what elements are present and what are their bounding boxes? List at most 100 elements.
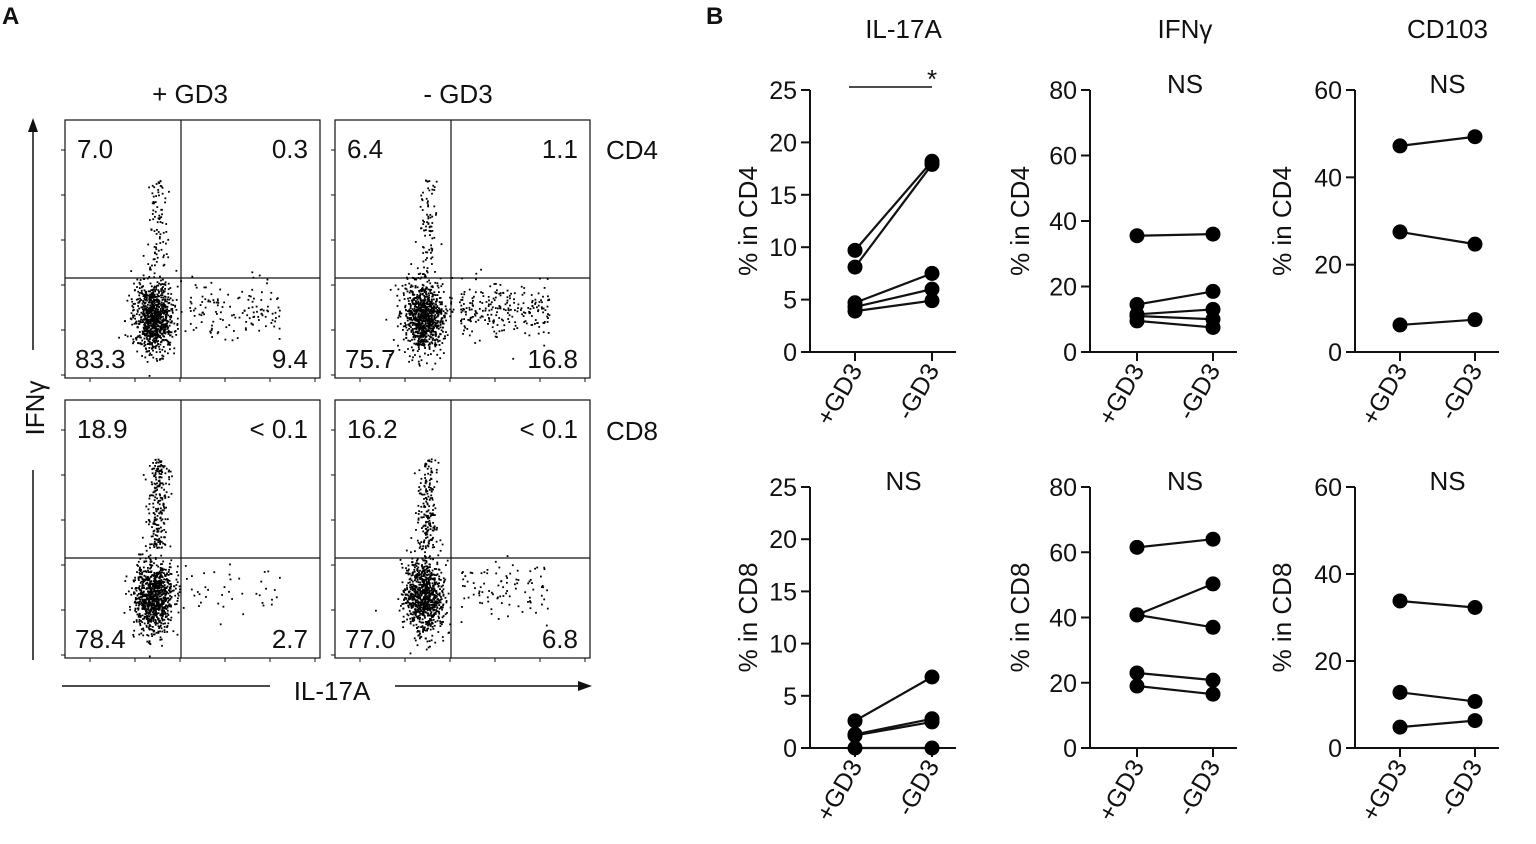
flow-event (161, 601, 164, 604)
flow-event (419, 583, 421, 586)
flow-event (424, 572, 426, 575)
flow-event (420, 635, 423, 638)
flow-event (528, 580, 531, 583)
flow-event (426, 588, 429, 590)
flow-event (500, 580, 503, 582)
flow-event (439, 348, 442, 351)
flow-event (412, 611, 415, 614)
flow-event (164, 592, 167, 595)
flow-event (163, 631, 166, 633)
flow-event (442, 615, 445, 617)
flow-event (154, 459, 157, 461)
data-point (1392, 719, 1408, 735)
flow-event (431, 300, 433, 303)
flow-event (401, 621, 404, 623)
flow-event (146, 615, 148, 617)
flow-event (431, 600, 433, 603)
flow-event (502, 291, 504, 294)
flow-event (439, 326, 442, 329)
flow-event (154, 620, 157, 623)
flow-event (440, 243, 443, 246)
flow-event (422, 607, 425, 610)
flow-event (150, 566, 152, 569)
flow-event (422, 334, 425, 336)
flow-event (424, 320, 427, 323)
flow-event (247, 298, 250, 301)
flow-event (148, 186, 150, 189)
flow-event (429, 497, 432, 500)
flow-event (167, 614, 170, 616)
flow-event (152, 582, 154, 585)
flow-event (152, 356, 155, 359)
flow-event (151, 535, 154, 538)
flow-event (461, 277, 463, 280)
flow-event (149, 306, 151, 309)
flow-event (428, 326, 430, 329)
il17a-axis-arrow (62, 681, 592, 691)
flow-event (148, 298, 151, 301)
data-point (924, 293, 940, 309)
flow-event (160, 326, 163, 329)
flow-event (508, 309, 510, 312)
flow-event (425, 302, 427, 305)
data-point (1129, 539, 1145, 555)
flow-event (431, 295, 434, 298)
flow-event (161, 339, 164, 341)
flow-event (146, 309, 149, 311)
flow-event (153, 299, 156, 301)
y-axis-title: % in CD8 (1005, 563, 1035, 673)
flow-event (160, 588, 163, 591)
flow-event (429, 619, 432, 622)
flow-event (417, 332, 419, 335)
flow-event (419, 610, 422, 613)
flow-event (251, 271, 254, 274)
flow-event (261, 308, 263, 311)
flow-event (433, 525, 436, 528)
flow-event (162, 329, 165, 332)
flow-event (419, 205, 422, 208)
flow-event (415, 278, 418, 281)
flow-event (175, 334, 178, 336)
flow-event (424, 527, 427, 530)
flow-event (411, 595, 414, 598)
flow-event (424, 477, 426, 479)
flow-event (426, 603, 429, 606)
flow-event (435, 301, 437, 303)
flow-event (428, 614, 430, 617)
flow-event (160, 613, 162, 616)
flow-event (534, 303, 536, 305)
flow-event (156, 528, 159, 531)
flow-event (421, 570, 424, 573)
flow-event (165, 319, 168, 322)
flow-event (438, 592, 441, 595)
flow-event (156, 485, 159, 487)
flow-event (429, 628, 432, 631)
flow-event (506, 581, 508, 584)
flow-event (151, 339, 154, 342)
flow-event (438, 578, 441, 581)
flow-event (446, 334, 449, 336)
flow-event (174, 304, 177, 307)
flow-event (421, 493, 424, 496)
flow-event (501, 318, 503, 321)
flow-event (416, 617, 419, 620)
flow-event (433, 503, 435, 506)
flow-event (423, 338, 426, 341)
flow-event (146, 296, 148, 299)
flow-event (426, 221, 428, 224)
flow-event (416, 605, 418, 608)
flow-event (492, 297, 495, 300)
flow-event (430, 325, 433, 327)
flow-event (173, 347, 176, 350)
flow-event (147, 606, 150, 609)
flow-event (484, 309, 487, 312)
flow-event (440, 596, 442, 598)
quadrant-percent-ul: 7.0 (77, 134, 113, 164)
flow-event (432, 311, 434, 314)
flow-event (422, 335, 425, 337)
flow-event (467, 596, 470, 599)
flow-event (422, 223, 425, 225)
flow-event (421, 310, 424, 313)
